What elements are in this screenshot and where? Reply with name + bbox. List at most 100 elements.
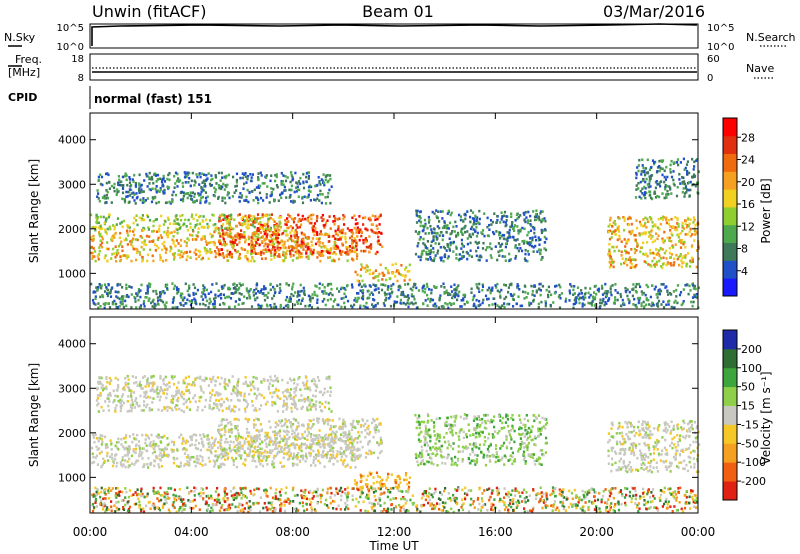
power-echo-cell [165, 259, 168, 262]
velocity-echo-cell [243, 440, 246, 443]
power-echo-cell [317, 176, 320, 179]
velocity-echo-cell [316, 454, 319, 457]
power-echo-cell [295, 243, 298, 247]
power-echo-cell [320, 178, 323, 181]
velocity-echo-cell [210, 446, 213, 450]
power-echo-cell [530, 241, 533, 244]
power-echo-cell [340, 253, 343, 256]
power-echo-cell [250, 239, 253, 243]
power-echo-cell [214, 296, 217, 299]
power-echo-cell [512, 227, 515, 231]
power-echo-cell [697, 286, 700, 290]
power-echo-cell [166, 185, 169, 189]
velocity-echo-cell [170, 448, 173, 452]
velocity-echo-cell [303, 430, 306, 434]
power-echo-cell [266, 245, 269, 248]
velocity-echo-cell [334, 433, 337, 436]
power-echo-cell [105, 189, 108, 192]
velocity-echo-cell [347, 438, 350, 442]
power-echo-cell [677, 223, 680, 226]
power-echo-cell [335, 232, 338, 236]
velocity-echo-cell [159, 451, 162, 455]
velocity-echo-cell [211, 442, 215, 445]
power-echo-cell [252, 199, 255, 202]
power-echo-cell [193, 179, 196, 183]
power-echo-cell [447, 255, 450, 258]
power-echo-cell [445, 231, 448, 234]
power-echo-cell [300, 223, 303, 227]
power-echo-cell [435, 235, 438, 238]
power-echo-cell [296, 300, 299, 303]
velocity-echo-cell [350, 435, 353, 439]
power-echo-cell [245, 198, 248, 202]
power-echo-cell [608, 243, 611, 246]
power-echo-cell [130, 293, 133, 296]
power-echo-cell [376, 217, 379, 221]
power-echo-cell [435, 209, 438, 212]
power-echo-cell [186, 173, 189, 177]
velocity-echo-cell [341, 427, 344, 431]
velocity-echo-cell [132, 450, 135, 453]
power-echo-cell [129, 240, 132, 243]
power-colorbar-tick-label: 28 [741, 131, 755, 144]
power-echo-cell [336, 218, 339, 221]
power-echo-cell [145, 172, 148, 176]
power-echo-cell [364, 237, 367, 240]
power-echo-cell [504, 259, 507, 262]
power-echo-cell [658, 159, 661, 163]
power-echo-cell [432, 250, 435, 254]
power-echo-cell [298, 290, 302, 293]
velocity-echo-cell [349, 466, 352, 469]
power-echo-cell [165, 301, 168, 304]
velocity-echo-cell [157, 444, 160, 448]
power-echo-cell [251, 173, 254, 176]
velocity-echo-cell [250, 440, 253, 444]
power-echo-cell [488, 228, 491, 231]
power-echo-cell [474, 230, 477, 233]
velocity-echo-cell [217, 446, 220, 450]
power-echo-cell [662, 300, 665, 303]
power-echo-cell [190, 194, 193, 198]
power-echo-cell [359, 274, 362, 278]
power-echo-cell [611, 225, 614, 228]
power-echo-cell [98, 234, 102, 238]
power-echo-cell [669, 168, 672, 171]
velocity-echo-cell [145, 444, 148, 447]
power-echo-cell [238, 200, 241, 203]
power-echo-cell [182, 197, 185, 201]
power-echo-cell [250, 236, 253, 239]
power-echo-cell [156, 189, 159, 192]
velocity-echo-cell [301, 436, 304, 439]
power-echo-cell [395, 270, 398, 274]
velocity-echo-cell [124, 459, 127, 462]
power-echo-cell [302, 240, 305, 244]
power-echo-cell [285, 223, 288, 226]
power-echo-cell [175, 239, 178, 242]
power-echo-cell [246, 227, 249, 230]
power-echo-cell [377, 287, 380, 290]
velocity-echo-cell [139, 449, 142, 453]
power-echo-cell [329, 174, 332, 177]
power-echo-cell [375, 224, 378, 228]
power-echo-cell [427, 221, 431, 224]
power-echo-cell [680, 303, 683, 307]
power-echo-cell [407, 282, 410, 286]
power-echo-cell [504, 255, 507, 258]
power-echo-cell [394, 262, 397, 266]
power-echo-cell [348, 229, 351, 232]
power-echo-cell [405, 266, 408, 269]
power-echo-cell [94, 216, 98, 220]
velocity-echo-cell [324, 433, 327, 437]
velocity-echo-cell [117, 437, 120, 441]
power-echo-cell [240, 247, 243, 250]
power-echo-cell [254, 252, 258, 255]
velocity-echo-cell [111, 457, 114, 460]
power-echo-cell [258, 191, 262, 195]
power-echo-cell [415, 212, 418, 215]
power-echo-cell [453, 230, 456, 233]
power-echo-cell [115, 302, 118, 306]
power-echo-cell [345, 245, 348, 249]
power-echo-cell [690, 300, 693, 304]
power-echo-cell [147, 228, 150, 231]
power-echo-cell [187, 238, 191, 242]
